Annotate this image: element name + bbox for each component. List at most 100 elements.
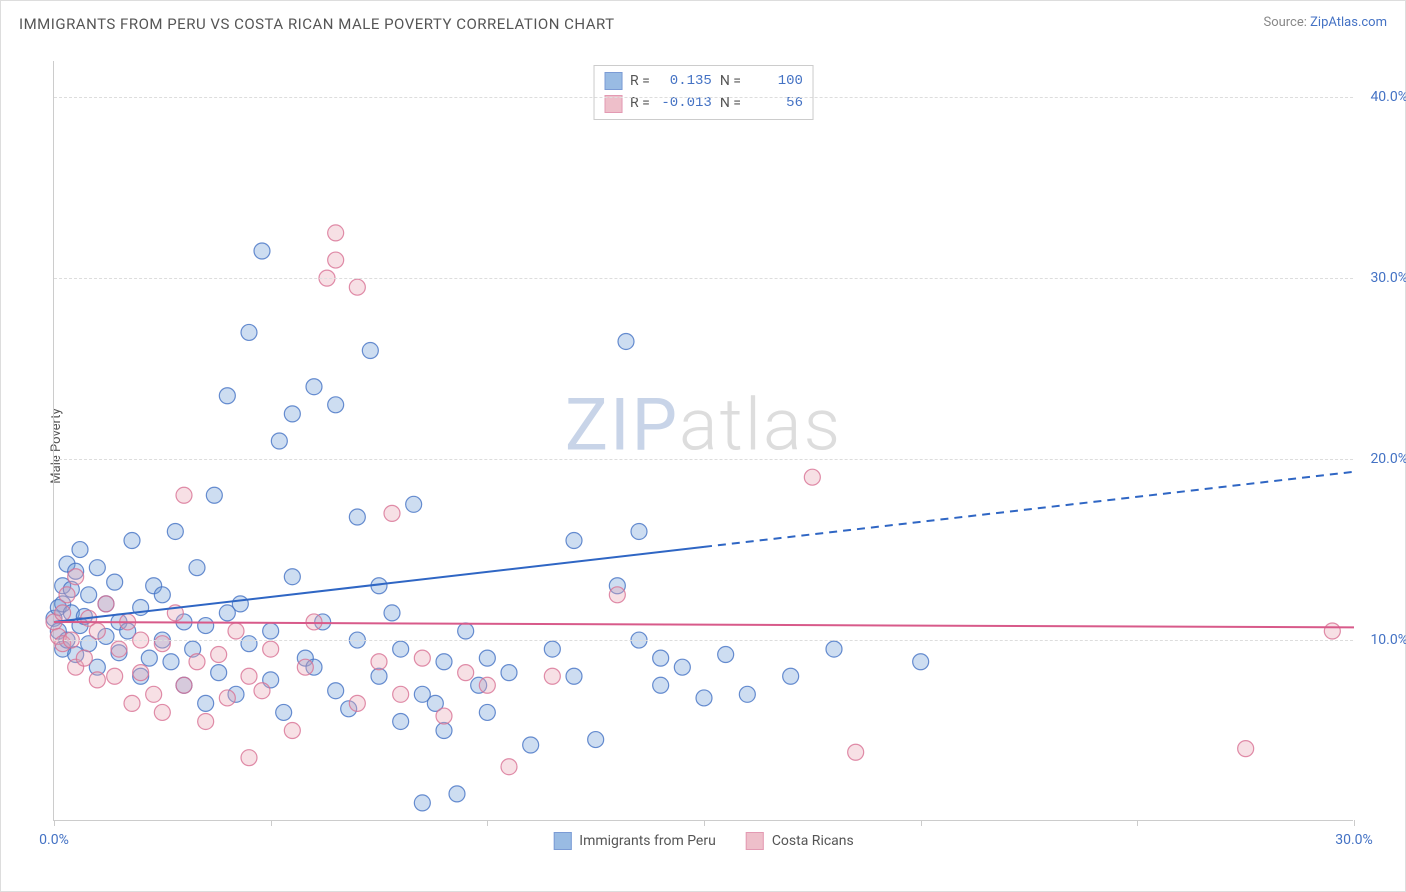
data-point bbox=[783, 668, 799, 684]
data-point bbox=[501, 759, 517, 775]
data-point bbox=[219, 690, 235, 706]
y-tick-label: 30.0% bbox=[1370, 270, 1406, 286]
source-label: Source: bbox=[1263, 15, 1310, 30]
data-point bbox=[284, 569, 300, 585]
data-point bbox=[68, 569, 84, 585]
data-point bbox=[81, 587, 97, 603]
data-point bbox=[124, 695, 140, 711]
data-point bbox=[458, 623, 474, 639]
data-point bbox=[544, 641, 560, 657]
data-point bbox=[479, 677, 495, 693]
data-point bbox=[826, 641, 842, 657]
data-point bbox=[198, 618, 214, 634]
data-point bbox=[718, 647, 734, 663]
data-point bbox=[189, 560, 205, 576]
data-point bbox=[211, 647, 227, 663]
data-point bbox=[271, 433, 287, 449]
data-point bbox=[328, 225, 344, 241]
grid-line bbox=[54, 278, 1353, 279]
data-point bbox=[154, 587, 170, 603]
data-point bbox=[349, 279, 365, 295]
data-point bbox=[76, 650, 92, 666]
data-point bbox=[436, 708, 452, 724]
data-point bbox=[107, 668, 123, 684]
data-point bbox=[98, 596, 114, 612]
data-point bbox=[566, 668, 582, 684]
data-point bbox=[124, 533, 140, 549]
legend-label-0: Immigrants from Peru bbox=[579, 833, 716, 849]
grid-line bbox=[54, 97, 1353, 98]
data-point bbox=[1324, 623, 1340, 639]
x-tick-label: 30.0% bbox=[1335, 832, 1373, 848]
trend-line-solid bbox=[54, 622, 1354, 627]
grid-line bbox=[54, 640, 1353, 641]
x-tick bbox=[54, 820, 55, 826]
data-point bbox=[393, 686, 409, 702]
y-tick-label: 40.0% bbox=[1370, 89, 1406, 105]
x-tick bbox=[1354, 820, 1355, 826]
data-point bbox=[384, 605, 400, 621]
data-point bbox=[618, 333, 634, 349]
data-point bbox=[406, 496, 422, 512]
data-point bbox=[1238, 741, 1254, 757]
data-point bbox=[72, 542, 88, 558]
data-point bbox=[328, 252, 344, 268]
data-point bbox=[653, 650, 669, 666]
data-point bbox=[189, 654, 205, 670]
bottom-legend: Immigrants from Peru Costa Ricans bbox=[553, 832, 853, 850]
data-point bbox=[523, 737, 539, 753]
chart-title: IMMIGRANTS FROM PERU VS COSTA RICAN MALE… bbox=[19, 15, 615, 33]
data-point bbox=[167, 523, 183, 539]
data-point bbox=[133, 665, 149, 681]
data-point bbox=[241, 636, 257, 652]
data-point bbox=[241, 324, 257, 340]
data-point bbox=[371, 654, 387, 670]
data-point bbox=[241, 668, 257, 684]
data-point bbox=[198, 713, 214, 729]
legend-item-0: Immigrants from Peru bbox=[553, 832, 716, 850]
scatter-plot-svg bbox=[54, 61, 1353, 820]
data-point bbox=[544, 668, 560, 684]
y-tick-label: 20.0% bbox=[1370, 451, 1406, 467]
data-point bbox=[89, 560, 105, 576]
data-point bbox=[349, 509, 365, 525]
data-point bbox=[89, 672, 105, 688]
data-point bbox=[228, 623, 244, 639]
data-point bbox=[211, 665, 227, 681]
data-point bbox=[349, 695, 365, 711]
data-point bbox=[141, 650, 157, 666]
source-attribution: Source: ZipAtlas.com bbox=[1263, 15, 1387, 30]
chart-container: IMMIGRANTS FROM PERU VS COSTA RICAN MALE… bbox=[0, 0, 1406, 892]
grid-line bbox=[54, 459, 1353, 460]
data-point bbox=[653, 677, 669, 693]
y-tick-label: 10.0% bbox=[1370, 632, 1406, 648]
plot-area: ZIPatlas R = 0.135 N = 100 R = -0.013 N … bbox=[53, 61, 1353, 821]
data-point bbox=[393, 713, 409, 729]
data-point bbox=[59, 587, 75, 603]
data-point bbox=[206, 487, 222, 503]
source-link[interactable]: ZipAtlas.com bbox=[1310, 15, 1387, 30]
data-point bbox=[176, 677, 192, 693]
data-point bbox=[848, 744, 864, 760]
data-point bbox=[414, 795, 430, 811]
x-tick bbox=[704, 820, 705, 826]
legend-label-1: Costa Ricans bbox=[772, 833, 854, 849]
data-point bbox=[254, 243, 270, 259]
data-point bbox=[588, 732, 604, 748]
x-tick bbox=[271, 820, 272, 826]
data-point bbox=[107, 574, 123, 590]
data-point bbox=[362, 343, 378, 359]
data-point bbox=[198, 695, 214, 711]
data-point bbox=[913, 654, 929, 670]
data-point bbox=[674, 659, 690, 675]
data-point bbox=[219, 388, 235, 404]
data-point bbox=[739, 686, 755, 702]
data-point bbox=[449, 786, 465, 802]
data-point bbox=[297, 659, 313, 675]
data-point bbox=[696, 690, 712, 706]
data-point bbox=[566, 533, 582, 549]
data-point bbox=[436, 723, 452, 739]
data-point bbox=[479, 650, 495, 666]
x-tick bbox=[487, 820, 488, 826]
data-point bbox=[804, 469, 820, 485]
